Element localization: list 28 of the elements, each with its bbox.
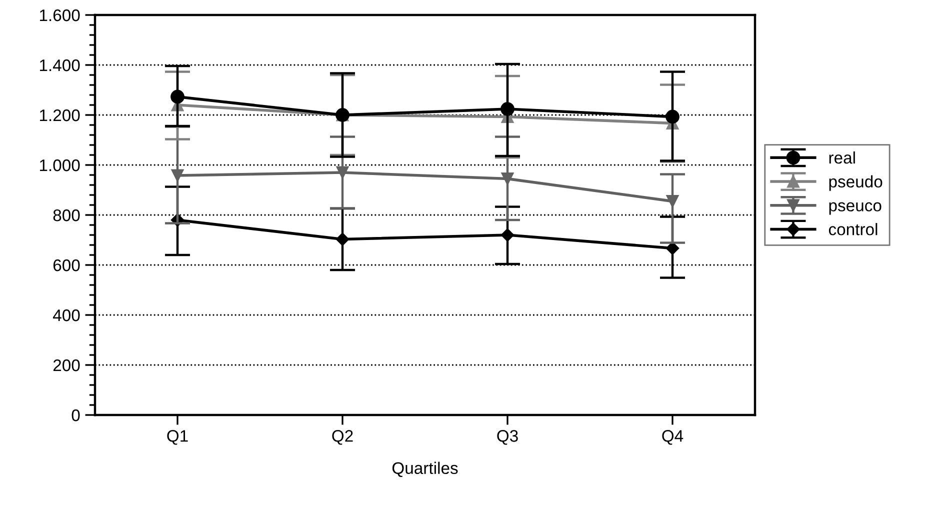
point — [336, 166, 349, 179]
point — [666, 242, 680, 255]
point — [336, 232, 350, 246]
point — [666, 195, 679, 208]
point — [666, 110, 680, 124]
legend-label: pseuco — [829, 202, 882, 215]
y-tick-label: 400 — [52, 309, 80, 322]
point — [500, 102, 514, 116]
x-tick-label: Q2 — [332, 430, 353, 445]
point — [500, 228, 514, 242]
point — [501, 172, 514, 185]
x-tick-label: Q1 — [167, 430, 188, 445]
y-tick-label: 800 — [53, 209, 80, 222]
y-tick-label: 0 — [72, 409, 80, 422]
legend-label: pseudo — [829, 175, 882, 191]
y-tick-label: 1.000 — [40, 159, 80, 172]
x-tick-label: Q3 — [497, 430, 518, 445]
x-axis-title: Quartiles — [392, 462, 458, 478]
y-tick-label: 200 — [53, 359, 80, 372]
point — [170, 90, 184, 104]
point — [171, 169, 184, 182]
y-tick-label: 1.200 — [40, 109, 80, 122]
y-tick-label: 1.600 — [40, 9, 80, 22]
x-tick-label: Q4 — [662, 430, 684, 445]
y-tick-label: 600 — [53, 259, 80, 272]
y-tick-label: 1.400 — [40, 59, 80, 72]
legend-label: real — [829, 151, 855, 164]
legend-label: control — [828, 223, 878, 236]
